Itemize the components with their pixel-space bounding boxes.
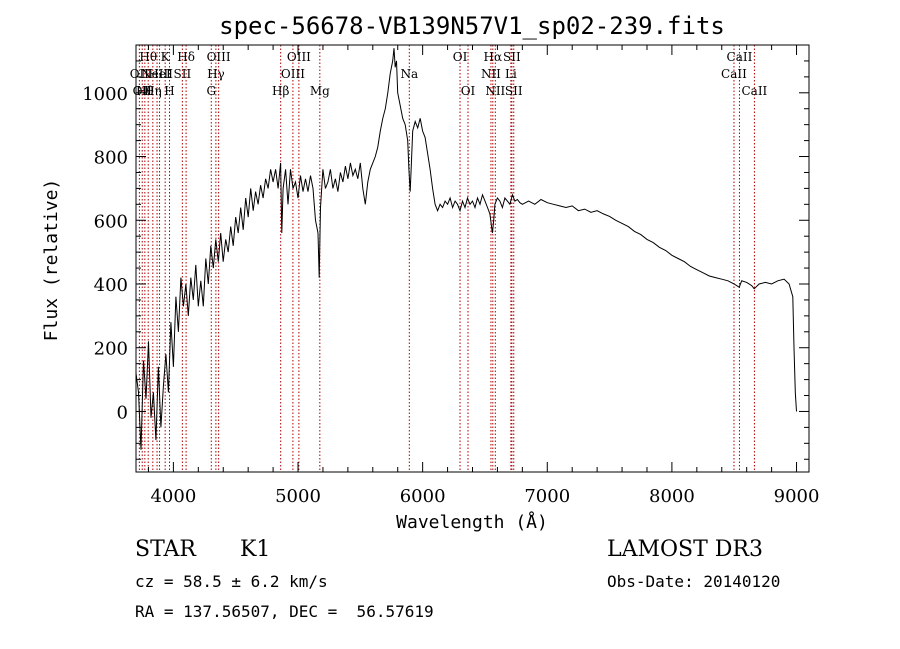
line-marker-label: Hθ bbox=[136, 84, 154, 98]
line-marker-label: Hη bbox=[144, 84, 162, 98]
line-marker-label: H bbox=[164, 84, 174, 98]
x-tick-label: 6000 bbox=[400, 486, 446, 507]
line-marker-label: Hθ bbox=[139, 50, 157, 64]
line-marker-label: CaII bbox=[741, 84, 767, 98]
line-marker-label: Mg bbox=[310, 84, 330, 98]
object-type: STAR bbox=[135, 537, 196, 562]
line-marker-label: Li bbox=[505, 67, 517, 81]
line-marker-label: CaII bbox=[727, 50, 753, 64]
y-tick-label: 600 bbox=[94, 211, 128, 232]
y-tick-label: 200 bbox=[94, 339, 128, 360]
line-marker-label: Na bbox=[400, 67, 418, 81]
x-tick-label: 5000 bbox=[275, 486, 321, 507]
line-marker-label: OIII bbox=[281, 67, 305, 81]
chart-title: spec-56678-VB139N57V1_sp02-239.fits bbox=[219, 12, 725, 40]
line-marker-label: SII bbox=[503, 50, 521, 64]
redshift-text: cz = 58.5 ± 6.2 km/s bbox=[135, 572, 328, 591]
line-marker-label: OIII bbox=[287, 50, 311, 64]
line-marker-label: CaII bbox=[721, 67, 747, 81]
coordinates-text: RA = 137.56507, DEC = 56.57619 bbox=[135, 602, 434, 621]
line-marker-label: G bbox=[206, 84, 216, 98]
line-marker-label: NII bbox=[485, 84, 505, 98]
obs-date-text: Obs-Date: 20140120 bbox=[607, 572, 781, 591]
spectral-line-labels: OIIOIIHθHθHηNeIIIHeIKHSIIHδGHγOIIIHβOIII… bbox=[130, 50, 768, 98]
line-marker-label: OI bbox=[461, 84, 476, 98]
x-axis-ticks: 4000 5000 6000 7000 8000 9000 bbox=[147, 45, 820, 507]
spectral-line-markers bbox=[138, 45, 755, 472]
y-tick-label: 800 bbox=[94, 148, 128, 169]
line-marker-label: HeI bbox=[148, 67, 171, 81]
line-marker-label: OI bbox=[453, 50, 468, 64]
survey-name: LAMOST DR3 bbox=[607, 537, 763, 562]
line-marker-label: NII bbox=[481, 67, 501, 81]
x-tick-label: 8000 bbox=[649, 486, 695, 507]
plot-frame bbox=[135, 44, 810, 473]
y-tick-label: 1000 bbox=[82, 84, 128, 105]
x-tick-label: 4000 bbox=[150, 486, 196, 507]
line-marker-label: OII bbox=[130, 67, 150, 81]
x-tick-label: 9000 bbox=[774, 486, 820, 507]
y-tick-label: 400 bbox=[94, 275, 128, 296]
y-tick-label: 0 bbox=[117, 402, 128, 423]
y-axis-label: Flux (relative) bbox=[41, 179, 62, 342]
x-axis-label: Wavelength (Å) bbox=[396, 511, 548, 533]
line-marker-label: SII bbox=[174, 67, 192, 81]
line-marker-label: Hγ bbox=[207, 67, 225, 81]
y-axis-ticks: 0 200 400 600 800 1000 bbox=[82, 44, 809, 460]
line-marker-label: Hα bbox=[484, 50, 503, 64]
line-marker-label: OII bbox=[133, 84, 153, 98]
line-marker-label: K bbox=[161, 50, 171, 64]
line-marker-label: SII bbox=[505, 84, 523, 98]
line-marker-label: Hβ bbox=[272, 84, 289, 98]
spectrum-line bbox=[135, 48, 797, 450]
object-subclass: K1 bbox=[240, 537, 271, 562]
line-marker-label: NeIII bbox=[141, 67, 173, 81]
x-tick-label: 7000 bbox=[524, 486, 570, 507]
line-marker-label: Hδ bbox=[177, 50, 195, 64]
line-marker-label: OIII bbox=[207, 50, 231, 64]
